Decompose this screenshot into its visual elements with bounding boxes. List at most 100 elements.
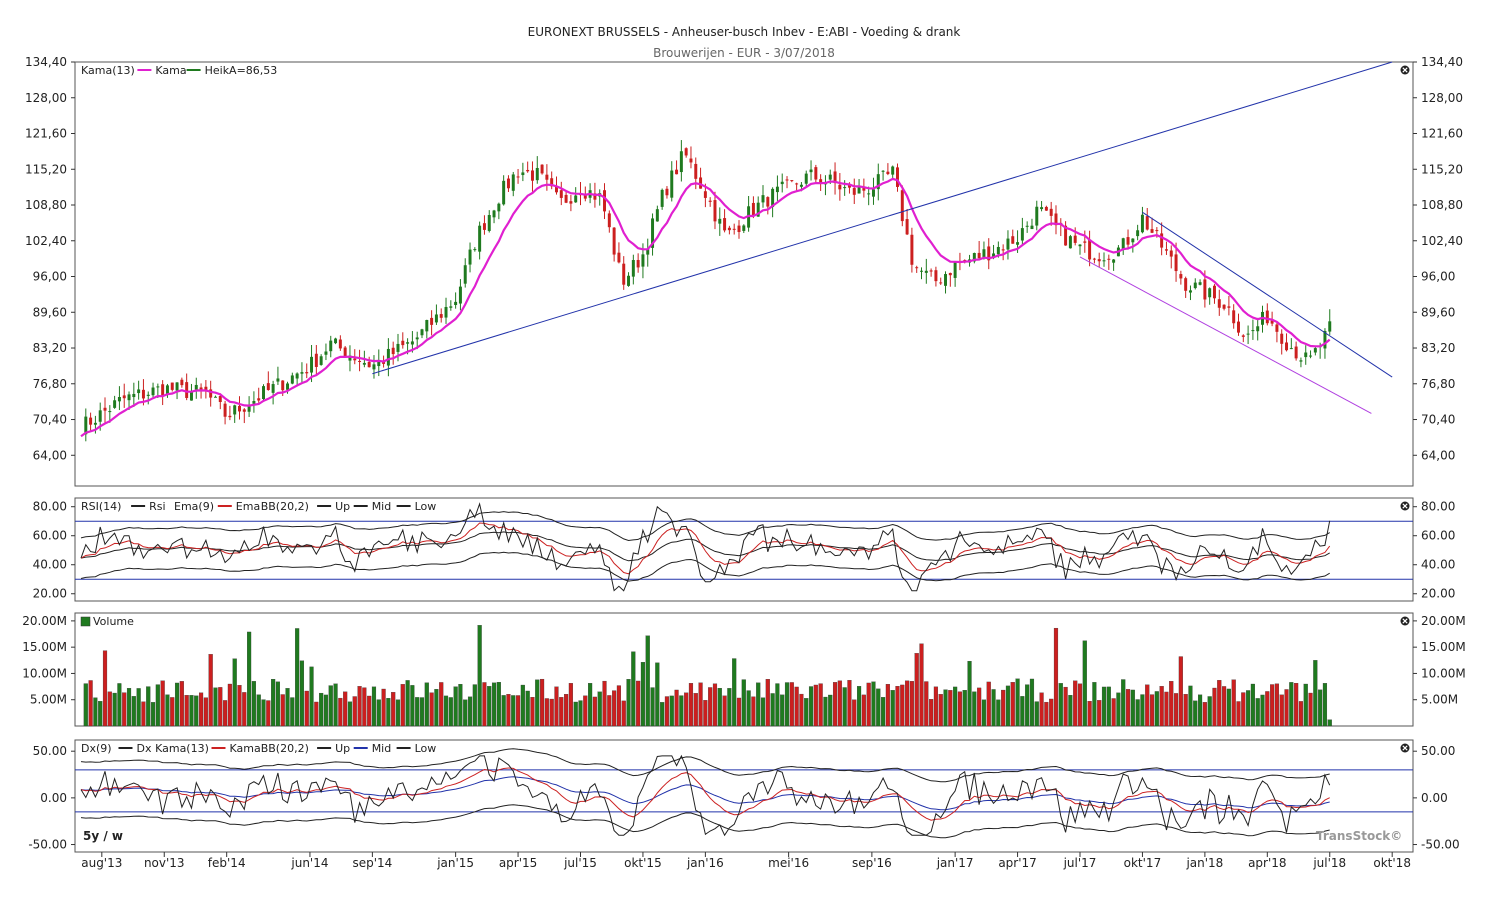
trendline	[372, 61, 1393, 375]
x-tick-label: jun'14	[290, 856, 328, 870]
y-tick-label-left: 64,00	[33, 448, 67, 462]
candle-body	[646, 248, 650, 255]
volume-bar	[559, 697, 564, 727]
volume-bar	[1073, 680, 1078, 727]
volume-bar	[506, 694, 511, 727]
y-tick-label-right: 20.00M	[1421, 614, 1466, 628]
candle-body	[756, 202, 760, 217]
volume-bar	[1164, 691, 1169, 727]
volume-bar	[1265, 691, 1270, 727]
candle-body	[497, 203, 501, 212]
y-tick-label-right: 5.00M	[1421, 693, 1458, 707]
volume-bar	[299, 660, 305, 727]
candle-body	[1174, 254, 1178, 272]
dx-panel-frame	[74, 739, 1414, 853]
candle-body	[1107, 258, 1111, 260]
volume-bar	[957, 691, 962, 727]
candle-body	[502, 180, 506, 205]
volume-bar	[664, 696, 670, 727]
candle-body	[314, 353, 318, 367]
y-tick-label-left: 76,80	[33, 377, 67, 391]
close-icon[interactable]	[1400, 616, 1410, 626]
candle-body	[262, 386, 265, 400]
candle-body	[108, 411, 112, 413]
candle-body	[847, 184, 851, 188]
candle-body	[1164, 249, 1168, 251]
candle-body	[905, 219, 909, 235]
volume-bar	[780, 694, 785, 727]
volume-bar	[578, 700, 583, 727]
y-tick-label-left: 134,40	[25, 55, 67, 69]
volume-bar	[453, 686, 458, 727]
volume-bar	[352, 696, 357, 727]
candle-body	[276, 378, 280, 382]
x-tick-label: feb'14	[208, 856, 246, 870]
candle-body	[1237, 321, 1240, 333]
volume-bar	[588, 683, 593, 727]
candle-body	[482, 223, 486, 230]
volume-panel[interactable]: 20.00M 20.00M 15.00M 15.00M 10.00M 10.00M 5.00…	[22, 612, 1466, 727]
volume-bar	[367, 695, 372, 727]
candle-body	[1265, 310, 1269, 324]
volume-bar	[948, 690, 953, 727]
candle-body	[814, 167, 818, 180]
candle-body	[367, 361, 371, 368]
close-icon[interactable]	[1400, 501, 1410, 511]
y-tick-label-left: 20.00	[33, 587, 67, 601]
volume-bar	[410, 685, 415, 727]
volume-bar	[602, 680, 607, 727]
period-label[interactable]: 5y / w	[83, 829, 123, 843]
volume-bar	[1250, 683, 1255, 727]
candle-body	[415, 337, 419, 340]
candle-body	[1280, 333, 1284, 344]
candle-body	[1222, 304, 1226, 309]
volume-bar	[727, 688, 732, 727]
candle-body	[204, 386, 208, 392]
candle-body	[141, 389, 145, 399]
volume-bar	[938, 694, 943, 727]
candle-body	[127, 394, 131, 401]
volume-bar	[443, 695, 449, 727]
volume-bar	[717, 688, 722, 727]
legend-entry: Kama	[230, 742, 261, 755]
volume-bar	[434, 689, 439, 727]
candle-body	[1126, 237, 1130, 245]
y-tick-label-right: 20.00	[1421, 587, 1455, 601]
price-panel[interactable]: 134,40 134,40 128,00 128,00 121,60 121,60 115,…	[25, 55, 1463, 487]
volume-bar	[1106, 686, 1111, 727]
candle-body	[1083, 241, 1087, 243]
volume-bar	[184, 695, 189, 727]
candle-body	[93, 422, 97, 425]
trendline	[1079, 256, 1372, 414]
candle-body	[896, 167, 899, 187]
x-tick-label: apr'15	[499, 856, 537, 870]
candle-body	[1025, 225, 1029, 227]
candle-body	[920, 270, 923, 272]
candle-body	[1285, 342, 1289, 351]
candle-body	[924, 270, 928, 273]
candle-body	[1232, 310, 1236, 324]
candle-body	[1184, 278, 1188, 291]
x-tick-label: aug'13	[81, 856, 122, 870]
candle-body	[1309, 355, 1313, 357]
candle-body	[828, 174, 832, 180]
x-axis: aug'13 nov'13 feb'14 jun'14 sep'14 jan'15 apr'…	[81, 852, 1411, 870]
volume-bar	[472, 684, 477, 727]
y-tick-label-right: 70,40	[1421, 413, 1455, 427]
volume-bar	[760, 697, 766, 727]
candle-body	[338, 339, 342, 349]
volume-bar	[1005, 685, 1011, 727]
rsi-panel[interactable]: 80.00 80.00 60.00 60.00 40.00 40.00 20.00 20.00…	[33, 497, 1456, 602]
volume-bar	[275, 681, 280, 727]
candle-body	[694, 163, 698, 179]
candle-body	[603, 190, 607, 212]
close-icon[interactable]	[1400, 65, 1410, 75]
close-icon[interactable]	[1400, 743, 1410, 753]
volume-bar	[131, 696, 136, 727]
x-tick-label: sep'16	[852, 856, 892, 870]
volume-bar	[88, 680, 93, 727]
volume-bar	[1231, 679, 1236, 727]
volume-bar	[261, 699, 266, 727]
